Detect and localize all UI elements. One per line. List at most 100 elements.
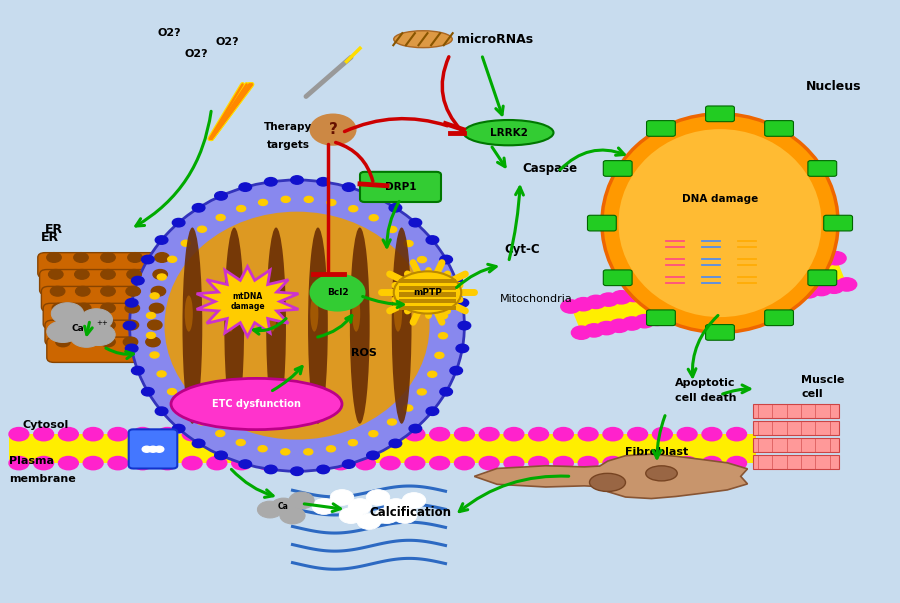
Text: Calcification: Calcification	[369, 505, 451, 519]
Circle shape	[155, 446, 164, 452]
Circle shape	[146, 337, 160, 347]
Circle shape	[688, 277, 707, 290]
Circle shape	[440, 388, 453, 396]
Circle shape	[366, 490, 390, 505]
Circle shape	[479, 428, 499, 441]
Bar	[399, 306, 456, 310]
Circle shape	[158, 274, 166, 280]
Circle shape	[70, 326, 103, 347]
Ellipse shape	[224, 227, 244, 424]
Circle shape	[101, 253, 115, 262]
Circle shape	[34, 428, 54, 441]
Circle shape	[197, 226, 206, 232]
Circle shape	[60, 315, 93, 336]
Circle shape	[366, 192, 379, 200]
Circle shape	[216, 215, 225, 221]
Circle shape	[257, 501, 283, 518]
Text: Cyt-C: Cyt-C	[504, 243, 540, 256]
Circle shape	[9, 456, 29, 470]
Bar	[399, 292, 456, 297]
Circle shape	[369, 215, 378, 221]
Circle shape	[736, 296, 756, 309]
Text: O2?: O2?	[184, 49, 208, 59]
FancyBboxPatch shape	[808, 160, 837, 176]
Circle shape	[147, 312, 156, 318]
Text: Cytosol: Cytosol	[22, 420, 68, 430]
FancyBboxPatch shape	[765, 310, 794, 326]
Circle shape	[454, 456, 474, 470]
Text: ROS: ROS	[351, 348, 377, 358]
Text: ?: ?	[328, 122, 338, 137]
Text: Mitochondria: Mitochondria	[500, 294, 572, 303]
Circle shape	[410, 218, 422, 227]
FancyBboxPatch shape	[45, 320, 162, 346]
Circle shape	[281, 449, 290, 455]
Circle shape	[101, 320, 115, 330]
Circle shape	[348, 440, 357, 446]
Circle shape	[80, 309, 112, 330]
Bar	[753, 438, 839, 452]
Circle shape	[127, 270, 141, 279]
Circle shape	[258, 200, 267, 206]
Circle shape	[702, 428, 722, 441]
Circle shape	[369, 431, 378, 437]
Circle shape	[578, 456, 598, 470]
Circle shape	[738, 268, 758, 281]
Circle shape	[310, 274, 365, 311]
Text: Therapy: Therapy	[264, 122, 312, 131]
Text: Ca: Ca	[278, 502, 289, 511]
Polygon shape	[474, 454, 748, 499]
Ellipse shape	[184, 295, 193, 332]
Text: mPTP: mPTP	[413, 288, 442, 297]
Circle shape	[76, 286, 90, 296]
Circle shape	[172, 218, 184, 227]
Circle shape	[237, 206, 246, 212]
Circle shape	[375, 508, 399, 523]
Circle shape	[504, 428, 524, 441]
Circle shape	[504, 456, 524, 470]
FancyBboxPatch shape	[47, 337, 160, 362]
Circle shape	[776, 261, 796, 274]
Circle shape	[231, 428, 251, 441]
Circle shape	[141, 388, 154, 396]
Circle shape	[327, 446, 336, 452]
Circle shape	[380, 428, 400, 441]
FancyBboxPatch shape	[706, 324, 734, 340]
Text: DRP1: DRP1	[385, 182, 416, 192]
Circle shape	[611, 291, 631, 304]
Circle shape	[677, 456, 697, 470]
Circle shape	[306, 428, 326, 441]
Circle shape	[50, 286, 65, 296]
Text: microRNAs: microRNAs	[457, 33, 533, 46]
Circle shape	[49, 270, 63, 279]
Circle shape	[207, 428, 227, 441]
Bar	[399, 286, 456, 290]
Circle shape	[150, 293, 159, 299]
Circle shape	[148, 446, 157, 452]
Circle shape	[317, 466, 329, 474]
Circle shape	[685, 305, 705, 318]
Ellipse shape	[394, 295, 402, 332]
Circle shape	[291, 176, 303, 185]
Circle shape	[348, 499, 372, 514]
FancyBboxPatch shape	[588, 215, 617, 231]
Circle shape	[271, 498, 296, 515]
Circle shape	[156, 407, 168, 415]
Circle shape	[282, 456, 301, 470]
Circle shape	[405, 428, 425, 441]
Text: mtDNA
damage: mtDNA damage	[230, 292, 265, 311]
Circle shape	[751, 265, 770, 279]
Circle shape	[149, 303, 164, 313]
Circle shape	[265, 177, 277, 186]
FancyBboxPatch shape	[41, 286, 166, 312]
Circle shape	[774, 289, 794, 303]
Circle shape	[256, 428, 276, 441]
FancyBboxPatch shape	[603, 160, 632, 176]
Circle shape	[131, 276, 144, 285]
Circle shape	[799, 285, 819, 298]
Circle shape	[677, 428, 697, 441]
Circle shape	[216, 431, 225, 437]
Circle shape	[265, 466, 277, 474]
Circle shape	[101, 286, 115, 296]
Bar	[753, 455, 839, 469]
